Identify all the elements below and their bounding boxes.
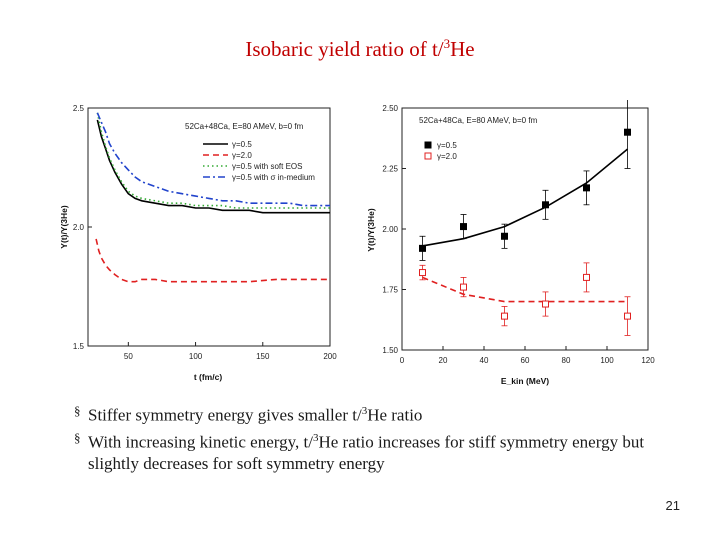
title-prefix: Isobaric yield ratio of t/ <box>245 37 444 61</box>
legend-label: γ=2.0 <box>232 151 252 160</box>
legend: γ=0.5 γ=2.0 <box>424 141 457 161</box>
slide-title: Isobaric yield ratio of t/3He <box>0 36 720 62</box>
bullet-suffix: He ratio increases for stiff symmetry en… <box>88 432 645 474</box>
axis-ticks: 0 20 40 60 80 100 120 1.50 1.75 2.00 2.25 2.50 <box>382 104 655 365</box>
x-tick-label: 100 <box>189 352 203 361</box>
x-tick-label: 80 <box>562 356 571 365</box>
title-sup: 3 <box>443 36 451 51</box>
y-tick-label: 2.0 <box>73 223 85 232</box>
bullet-icon: § <box>74 429 81 445</box>
x-tick-label: 150 <box>256 352 270 361</box>
y-tick-label: 1.5 <box>73 342 85 351</box>
data-point <box>583 273 590 281</box>
legend-label: γ=0.5 with σ in-medium <box>232 173 315 182</box>
page-number: 21 <box>665 498 680 513</box>
series-line <box>96 119 330 214</box>
bullet-prefix: With increasing kinetic energy, t/ <box>88 432 313 452</box>
data-point <box>460 283 467 291</box>
title-suffix: He <box>450 37 475 61</box>
chart-annotation: 52Ca+48Ca, E=80 AMeV, b=0 fm <box>419 116 538 125</box>
bullet-sup: 3 <box>361 405 368 417</box>
x-tick-label: 60 <box>521 356 530 365</box>
data-point <box>542 300 549 308</box>
x-tick-label: 0 <box>400 356 405 365</box>
data-point <box>542 201 549 209</box>
data-point <box>419 244 426 252</box>
chart-annotation: 52Ca+48Ca, E=80 AMeV, b=0 fm <box>185 122 304 131</box>
y-axis-label: Y(t)/Y(3He) <box>59 205 69 249</box>
legend-label: γ=0.5 with soft EOS <box>232 162 302 171</box>
data-point <box>583 184 590 192</box>
y-axis-label: Y(t)/Y(3He) <box>366 208 376 252</box>
x-tick-label: 50 <box>124 352 133 361</box>
x-tick-label: 20 <box>439 356 448 365</box>
legend-swatch <box>424 141 432 149</box>
fit-curve <box>422 148 629 247</box>
chart-energy-dependence: 0 20 40 60 80 100 120 1.50 1.75 2.00 2.25 2.50 E_ki… <box>366 100 655 386</box>
x-axis-label: E_kin (MeV) <box>501 376 549 386</box>
y-tick-label: 2.50 <box>382 104 398 113</box>
bullet-icon: § <box>74 403 81 418</box>
x-tick-label: 40 <box>480 356 489 365</box>
y-tick-label: 2.5 <box>73 104 85 113</box>
bullet-item: § With increasing kinetic energy, t/3He … <box>74 427 694 476</box>
axis-ticks: 50 100 150 200 1.5 2.0 2.5 <box>73 104 337 361</box>
series-group <box>95 112 330 283</box>
series-group <box>419 100 631 336</box>
x-tick-label: 200 <box>323 352 337 361</box>
legend: γ=0.5 γ=2.0 γ=0.5 with soft EOS γ=0.5 with … <box>203 140 315 182</box>
legend-label: γ=0.5 <box>232 140 252 149</box>
data-point <box>460 223 467 231</box>
bullet-list: § Stiffer symmetry energy gives smaller … <box>74 400 694 475</box>
data-point <box>501 232 508 240</box>
series-line <box>96 112 330 207</box>
y-tick-label: 2.00 <box>382 225 398 234</box>
data-point <box>419 269 426 277</box>
x-axis-label: t (fm/c) <box>194 372 223 382</box>
chart-time-evolution: 50 100 150 200 1.5 2.0 2.5 t (fm/c) Y(t)/Y(3He… <box>59 104 337 382</box>
data-point <box>624 128 631 136</box>
y-tick-label: 1.50 <box>382 346 398 355</box>
x-tick-label: 100 <box>600 356 614 365</box>
data-point <box>624 312 631 320</box>
bullet-sup: 3 <box>312 431 319 444</box>
bullet-suffix: He ratio <box>367 405 423 425</box>
x-tick-label: 120 <box>641 356 655 365</box>
data-point <box>501 312 508 320</box>
legend-label: γ=0.5 <box>437 141 457 150</box>
legend-swatch <box>424 152 432 160</box>
fit-curve <box>422 276 628 303</box>
bullet-prefix: Stiffer symmetry energy gives smaller t/ <box>88 405 362 425</box>
legend-label: γ=2.0 <box>437 152 457 161</box>
bullet-item: § Stiffer symmetry energy gives smaller … <box>74 400 694 427</box>
series-line <box>95 238 330 283</box>
y-tick-label: 1.75 <box>382 286 398 295</box>
y-tick-label: 2.25 <box>382 165 398 174</box>
